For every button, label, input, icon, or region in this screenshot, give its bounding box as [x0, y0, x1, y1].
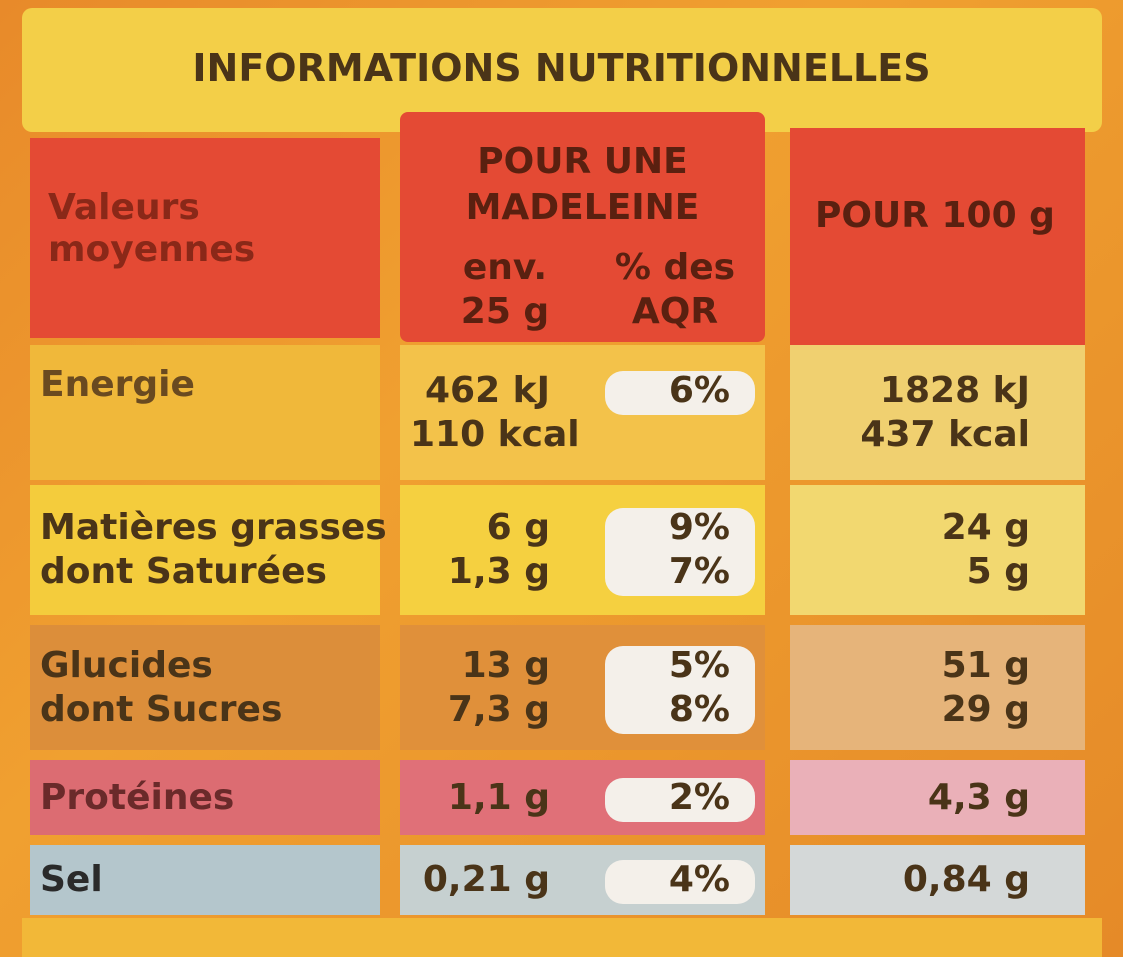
row-label: Energie: [40, 364, 195, 405]
per100-value: 5 g: [966, 551, 1030, 592]
row-label: Sel: [40, 859, 103, 900]
serving-amount: 7,3 g: [447, 688, 550, 730]
header-cell: [30, 138, 380, 338]
serving-pct: 9%: [668, 507, 730, 548]
title-band: [22, 8, 1102, 132]
header-serving-amount: 25 g: [460, 291, 550, 332]
row-label: dont Saturées: [40, 551, 327, 592]
header-cell: [400, 112, 765, 342]
row-label-cell: [30, 625, 380, 750]
serving-pct: 5%: [668, 644, 730, 686]
header-serving-pct: % des: [614, 247, 736, 288]
row-per100-cell: [790, 485, 1085, 615]
header-serving-amount: env.: [462, 247, 548, 288]
row-per100-cell: [790, 760, 1085, 835]
header-serving: MADELEINE: [465, 187, 700, 228]
serving-amount: 1,3 g: [447, 551, 550, 592]
pct-box: [605, 777, 755, 822]
per100-value: 0,84 g: [902, 859, 1030, 900]
row-label-cell: [30, 345, 380, 480]
table-title: INFORMATIONS NUTRITIONNELLES: [192, 46, 931, 90]
pct-box: [605, 508, 755, 596]
row-label-cell: [30, 845, 380, 915]
row-label: Protéines: [40, 776, 235, 818]
pct-box: [605, 645, 755, 734]
row-label: dont Sucres: [40, 688, 283, 730]
serving-pct: 4%: [668, 859, 730, 900]
row-label: Matières grasses: [40, 507, 387, 548]
per100-value: 1828 kJ: [879, 369, 1030, 411]
per100-value: 51 g: [941, 644, 1030, 686]
serving-amount: 1,1 g: [447, 776, 550, 818]
serving-amount: 6 g: [486, 507, 550, 548]
bottom-band: [22, 918, 1102, 957]
serving-pct: 8%: [668, 688, 730, 730]
serving-amount: 0,21 g: [422, 859, 550, 900]
per100-value: 29 g: [941, 688, 1030, 730]
header-label: moyennes: [48, 229, 256, 270]
header-cell: [790, 128, 1085, 350]
row-label-cell: [30, 485, 380, 615]
row-label-cell: [30, 760, 380, 835]
serving-amount: 462 kJ: [424, 369, 550, 411]
row-per100-cell: [790, 345, 1085, 480]
row-per100-cell: [790, 845, 1085, 915]
pct-box: [605, 370, 755, 415]
header-label: Valeurs: [48, 187, 200, 228]
header-serving: POUR UNE: [477, 141, 688, 182]
serving-pct: 2%: [668, 776, 730, 818]
row-label: Glucides: [40, 644, 213, 686]
per100-value: 4,3 g: [927, 776, 1030, 818]
serving-amount: 13 g: [461, 644, 550, 686]
per100-value: 437 kcal: [860, 413, 1030, 455]
row-per100-cell: [790, 625, 1085, 750]
serving-pct: 6%: [668, 369, 730, 411]
header-per100: POUR 100 g: [815, 195, 1055, 236]
serving-amount: 110 kcal: [410, 413, 580, 455]
header-serving-pct: AQR: [631, 291, 719, 332]
per100-value: 24 g: [941, 507, 1030, 548]
serving-pct: 7%: [668, 551, 730, 592]
pct-box: [605, 860, 755, 904]
